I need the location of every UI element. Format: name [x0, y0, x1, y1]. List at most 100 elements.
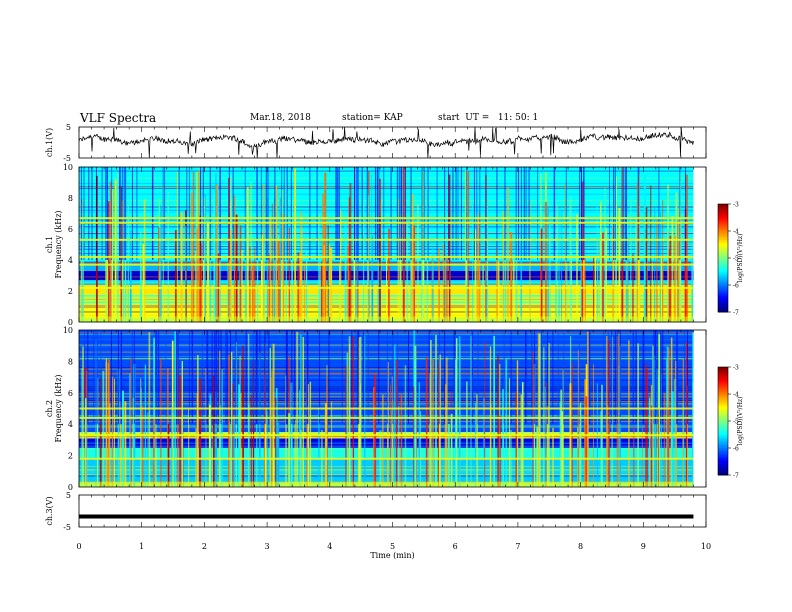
- sferic-line: [233, 195, 236, 322]
- psd-streak: [79, 337, 694, 339]
- quiet-lane: [101, 167, 103, 260]
- psd-streak: [79, 368, 694, 370]
- colorbar-swatch: [718, 265, 728, 268]
- colorbar-tick-label: -7: [733, 473, 739, 480]
- sferic-line: [484, 341, 486, 487]
- sferic-line: [227, 262, 229, 322]
- quiet-lane: [158, 330, 160, 425]
- quiet-lane: [177, 330, 179, 425]
- sferic-line: [153, 417, 155, 487]
- colorbar-swatch: [718, 225, 728, 228]
- sferic-line: [593, 364, 594, 487]
- sferic-line: [215, 391, 217, 487]
- psd-streak: [79, 248, 694, 250]
- quiet-lane: [583, 167, 585, 260]
- quiet-lane: [589, 330, 591, 425]
- y-axis-label: Frequency (kHz): [54, 210, 63, 278]
- sferic-line: [121, 200, 124, 322]
- sferic-line: [318, 407, 320, 487]
- sferic-line: [636, 182, 639, 322]
- waveform-trace: [78, 126, 694, 159]
- sferic-line: [144, 364, 147, 487]
- quiet-lane: [427, 167, 429, 260]
- sferic-line: [667, 184, 669, 322]
- quiet-lane: [683, 330, 685, 425]
- station-name: station= KAP: [342, 113, 403, 123]
- sferic-line: [285, 182, 288, 322]
- sferic-line: [242, 345, 244, 487]
- quiet-lane: [214, 330, 216, 425]
- sferic-line: [82, 346, 84, 487]
- sferic-line: [404, 365, 407, 487]
- psd-streak: [79, 445, 694, 447]
- quiet-lane: [400, 167, 402, 260]
- quiet-lane: [503, 330, 505, 425]
- psd-streak: [79, 470, 694, 472]
- psd-streak: [79, 200, 694, 202]
- sferic-line: [467, 171, 470, 322]
- psd-streak: [79, 416, 694, 418]
- sferic-line: [148, 332, 151, 487]
- y-tick-label: -5: [63, 154, 71, 163]
- psd-streak: [79, 358, 694, 360]
- quiet-lane: [531, 330, 533, 425]
- quiet-lane: [378, 330, 380, 425]
- sferic-line: [496, 248, 498, 322]
- sferic-line: [422, 170, 425, 322]
- psd-streak: [79, 345, 694, 347]
- narrowband-line: [79, 457, 694, 460]
- sferic-line: [685, 341, 688, 487]
- colorbar-swatch: [718, 385, 728, 388]
- sferic-line: [600, 201, 602, 322]
- quiet-lane: [319, 330, 321, 425]
- quiet-lane: [613, 167, 615, 260]
- sferic-line: [117, 369, 120, 487]
- colorbar-swatch: [718, 442, 728, 445]
- colorbar-swatch: [718, 297, 728, 300]
- quiet-lane: [357, 167, 359, 260]
- colorbar-swatch: [718, 451, 728, 454]
- colorbar-swatch: [718, 209, 728, 212]
- colorbar-swatch: [718, 399, 728, 402]
- quiet-lane: [294, 330, 296, 425]
- y-axis-label: ch.3(V): [45, 496, 54, 525]
- colorbar-swatch: [718, 426, 728, 429]
- colorbar-swatch: [718, 457, 728, 460]
- psd-streak: [79, 334, 694, 336]
- quiet-lane: [685, 167, 687, 260]
- sferic-line: [413, 225, 415, 322]
- colorbar-swatch: [718, 433, 728, 436]
- colorbar-swatch: [718, 214, 728, 218]
- quiet-lane: [655, 330, 657, 425]
- sferic-line: [153, 337, 156, 487]
- quiet-lane: [614, 330, 616, 425]
- sferic-line: [532, 351, 534, 487]
- colorbar-tick-label: -4: [733, 229, 739, 236]
- quiet-lane: [83, 167, 85, 260]
- sferic-line: [185, 226, 187, 322]
- quiet-lane: [230, 330, 232, 425]
- sferic-line: [348, 197, 351, 322]
- colorbar-tick-label: -3: [733, 365, 739, 372]
- colorbar-swatch: [718, 374, 728, 377]
- quiet-lane: [338, 167, 340, 260]
- sferic-line: [470, 335, 472, 487]
- colorbar-swatch: [718, 404, 728, 408]
- sferic-line: [656, 219, 658, 322]
- sferic-line: [155, 391, 157, 487]
- sferic-line: [266, 198, 269, 322]
- quiet-lane: [563, 330, 565, 425]
- colorbar-swatch: [718, 448, 728, 451]
- quiet-lane: [100, 330, 102, 425]
- sferic-line: [673, 379, 676, 487]
- quiet-lane: [176, 330, 178, 425]
- sferic-line: [487, 238, 489, 322]
- sferic-line: [544, 386, 546, 487]
- sferic-line: [607, 404, 609, 487]
- sferic-line: [379, 216, 381, 322]
- quiet-lane: [397, 330, 399, 425]
- psd-streak: [79, 367, 694, 369]
- sferic-line: [593, 257, 595, 322]
- colorbar-swatch: [718, 223, 728, 227]
- y-axis-label: ch.1: [45, 236, 54, 253]
